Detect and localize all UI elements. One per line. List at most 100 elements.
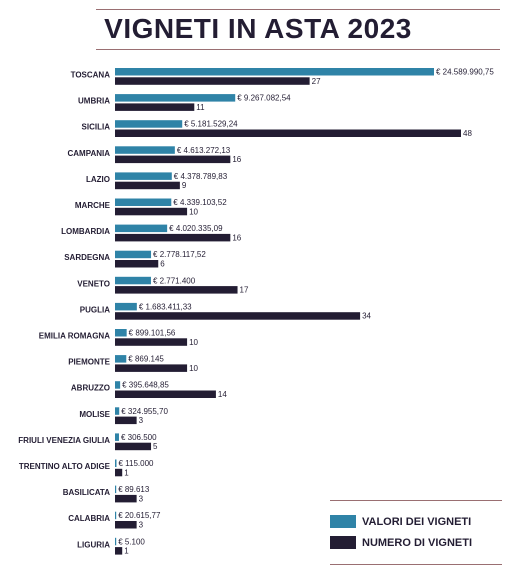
value-label-lombardia: € 4.020.335,09: [169, 224, 223, 233]
value-label-puglia: € 1.683.411,33: [139, 302, 192, 311]
category-label-molise: MOLISE: [79, 410, 110, 419]
count-bar-sardegna: [115, 260, 159, 268]
value-label-sicilia: € 5.181.529,24: [184, 120, 238, 129]
value-label-basilicata: € 89.613: [118, 485, 150, 494]
legend-swatch-count: [330, 536, 356, 549]
value-label-emilia-romagna: € 899.101,56: [129, 329, 176, 338]
legend-rule-top: [330, 500, 502, 501]
legend-label-count: NUMERO DI VIGNETI: [362, 536, 473, 549]
value-bar-piemonte: [115, 355, 127, 363]
count-bar-marche: [115, 207, 188, 216]
count-label-trentino-alto-adige: 1: [124, 468, 129, 477]
count-bar-piemonte: [115, 364, 188, 372]
category-label-liguria: LIGURIA: [77, 540, 110, 549]
count-label-lombardia: 16: [232, 233, 241, 242]
title-rule-bottom: [96, 49, 500, 50]
value-bar-sicilia: [115, 120, 183, 128]
category-label-lombardia: LOMBARDIA: [61, 227, 110, 236]
count-bar-lombardia: [115, 233, 231, 242]
count-label-molise: 3: [139, 416, 144, 425]
count-label-emilia-romagna: 10: [189, 338, 198, 347]
value-bar-sardegna: [115, 250, 152, 259]
count-label-calabria: 3: [139, 521, 144, 530]
value-label-toscana: € 24.589.990,75: [436, 68, 494, 77]
count-bar-puglia: [115, 312, 361, 320]
count-bar-veneto: [115, 286, 238, 294]
count-bar-friuli-venezia-giulia: [115, 442, 152, 451]
count-label-abruzzo: 14: [218, 390, 227, 399]
title-rule-top: [96, 9, 500, 10]
category-label-friuli-venezia-giulia: FRIULI VENEZIA GIULIA: [18, 436, 110, 445]
value-bar-liguria: [115, 537, 117, 546]
value-bar-puglia: [115, 302, 137, 311]
count-label-lazio: 9: [182, 181, 187, 190]
category-label-puglia: PUGLIA: [80, 305, 110, 314]
value-label-veneto: € 2.771.400: [153, 276, 196, 285]
category-label-umbria: UMBRIA: [78, 97, 110, 106]
category-label-sicilia: SICILIA: [82, 123, 111, 132]
value-bar-lazio: [115, 172, 172, 180]
legend-swatch-values: [330, 515, 356, 528]
count-bar-toscana: [115, 77, 310, 85]
value-label-abruzzo: € 395.648,85: [122, 381, 169, 390]
value-label-lazio: € 4.378.789,83: [174, 172, 228, 181]
legend-label-values: VALORI DEI VIGNETI: [362, 515, 472, 528]
value-bar-umbria: [115, 94, 236, 102]
category-label-sardegna: SARDEGNA: [64, 253, 110, 262]
count-bar-liguria: [115, 547, 123, 555]
count-bar-abruzzo: [115, 390, 216, 398]
count-bar-molise: [115, 416, 137, 425]
category-label-campania: CAMPANIA: [67, 149, 110, 158]
count-bar-basilicata: [115, 494, 137, 503]
count-bar-trentino-alto-adige: [115, 468, 123, 477]
value-bar-basilicata: [115, 485, 117, 494]
value-bar-calabria: [115, 511, 117, 520]
count-label-marche: 10: [189, 207, 198, 216]
value-label-umbria: € 9.267.082,54: [237, 94, 291, 103]
value-bar-lombardia: [115, 224, 168, 233]
count-label-veneto: 17: [240, 286, 249, 295]
count-label-basilicata: 3: [139, 494, 144, 503]
category-label-abruzzo: ABRUZZO: [71, 384, 110, 393]
count-label-sardegna: 6: [160, 260, 165, 269]
chart-title: VIGNETI IN ASTA 2023: [104, 13, 412, 44]
value-label-campania: € 4.613.272,13: [177, 146, 231, 155]
count-label-campania: 16: [232, 155, 241, 164]
legend: VALORI DEI VIGNETI NUMERO DI VIGNETI: [330, 500, 502, 565]
value-bar-friuli-venezia-giulia: [115, 433, 119, 441]
category-label-piemonte: PIEMONTE: [68, 358, 110, 367]
count-label-puglia: 34: [362, 312, 371, 321]
value-label-sardegna: € 2.778.117,52: [153, 250, 206, 259]
value-bar-abruzzo: [115, 381, 121, 389]
category-label-emilia-romagna: EMILIA ROMAGNA: [39, 332, 110, 341]
value-label-trentino-alto-adige: € 115.000: [118, 459, 154, 468]
value-label-calabria: € 20.615,77: [118, 511, 161, 520]
count-label-liguria: 1: [124, 547, 129, 556]
count-label-toscana: 27: [312, 77, 321, 86]
legend-item-count: NUMERO DI VIGNETI: [330, 536, 472, 549]
count-bar-umbria: [115, 103, 195, 111]
count-label-piemonte: 10: [189, 364, 198, 373]
category-label-veneto: VENETO: [77, 279, 110, 288]
category-label-lazio: LAZIO: [86, 175, 110, 184]
legend-item-values: VALORI DEI VIGNETI: [330, 515, 471, 528]
value-bar-molise: [115, 407, 120, 415]
value-label-molise: € 324.955,70: [121, 407, 168, 416]
count-bar-emilia-romagna: [115, 338, 188, 346]
count-bar-campania: [115, 155, 231, 164]
value-bar-marche: [115, 198, 172, 206]
count-bar-calabria: [115, 521, 137, 529]
count-label-friuli-venezia-giulia: 5: [153, 442, 158, 451]
value-bar-campania: [115, 146, 175, 154]
count-label-umbria: 11: [196, 103, 205, 112]
category-label-calabria: CALABRIA: [68, 514, 110, 523]
count-bar-sicilia: [115, 129, 461, 137]
category-label-toscana: TOSCANA: [71, 71, 111, 80]
value-bar-veneto: [115, 276, 151, 285]
count-bar-lazio: [115, 181, 180, 190]
category-label-trentino-alto-adige: TRENTINO ALTO ADIGE: [19, 462, 111, 471]
value-label-piemonte: € 869.145: [128, 355, 164, 364]
value-label-liguria: € 5.100: [118, 537, 145, 546]
value-bar-emilia-romagna: [115, 329, 127, 337]
